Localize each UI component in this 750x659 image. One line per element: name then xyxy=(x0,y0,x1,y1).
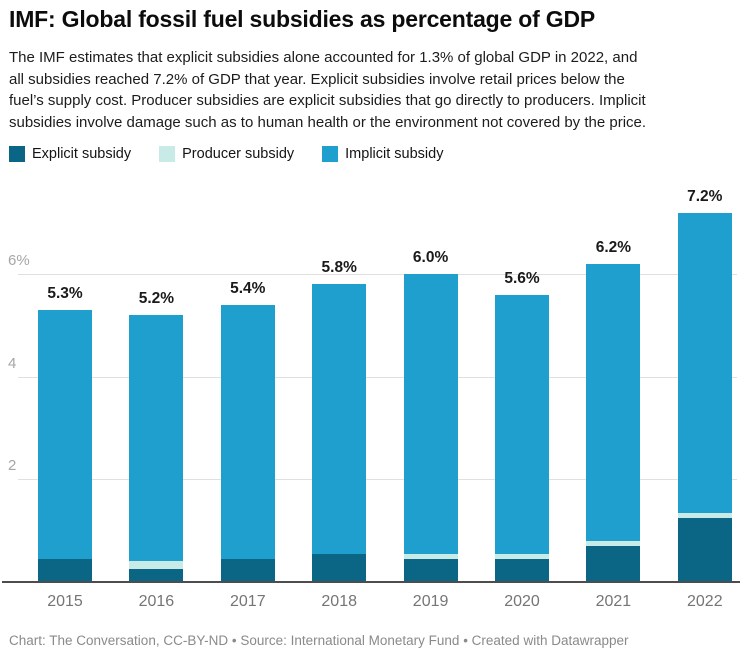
bar-value-label-2019: 6.0% xyxy=(412,249,449,267)
bar-value-label-2021: 6.2% xyxy=(595,238,632,256)
chart-area: 6% 4 2 5.3% 2015 5.2% 2016 5.4% 2017 5.8% 2018 6.0%… xyxy=(0,185,750,630)
bar-segment-implicit-subsidy-2018 xyxy=(312,284,367,554)
bar-value-label-2015: 5.3% xyxy=(47,285,83,303)
x-axis-label-2016: 2016 xyxy=(138,593,175,610)
y-gridline-2 xyxy=(18,479,737,481)
legend-swatch-explicit-subsidy xyxy=(9,146,25,162)
bar-segment-implicit-subsidy-2020 xyxy=(495,294,549,554)
bar-segment-explicit-subsidy-2022 xyxy=(677,517,732,582)
bar-value-label-2018: 5.8% xyxy=(321,259,357,277)
y-axis-tick-label-6: 6% xyxy=(8,252,30,270)
x-axis-line xyxy=(2,581,740,583)
bar-value-label-2022: 7.2% xyxy=(687,187,723,205)
bar-segment-implicit-subsidy-2016 xyxy=(129,315,184,562)
legend-item-producer-subsidy: Producer subsidy xyxy=(159,146,294,162)
x-axis-label-2021: 2021 xyxy=(595,593,632,610)
x-axis-label-2022: 2022 xyxy=(687,593,723,610)
bar-segment-explicit-subsidy-2017 xyxy=(220,558,275,582)
bar-segment-explicit-subsidy-2019 xyxy=(403,558,458,582)
bar-2019 xyxy=(403,274,458,582)
bar-2020 xyxy=(495,294,549,582)
bar-segment-producer-subsidy-2020 xyxy=(495,553,549,559)
bar-segment-producer-subsidy-2016 xyxy=(129,561,184,570)
y-axis-tick-label-4: 4 xyxy=(8,354,17,372)
bar-segment-explicit-subsidy-2016 xyxy=(129,569,184,582)
x-axis-label-2019: 2019 xyxy=(412,593,449,610)
bar-segment-implicit-subsidy-2017 xyxy=(220,304,275,559)
bar-value-label-2020: 5.6% xyxy=(504,269,540,287)
y-axis-tick-label-2: 2 xyxy=(8,457,17,475)
legend-label: Implicit subsidy xyxy=(345,146,444,162)
bar-2016 xyxy=(129,315,184,582)
bar-segment-explicit-subsidy-2021 xyxy=(586,546,641,582)
bar-value-label-2017: 5.4% xyxy=(230,279,266,297)
attribution-footer: Chart: The Conversation, CC-BY-ND • Sour… xyxy=(9,633,629,648)
bar-segment-explicit-subsidy-2015 xyxy=(38,558,92,582)
bar-2022 xyxy=(677,212,732,582)
bar-segment-implicit-subsidy-2022 xyxy=(677,212,732,513)
bar-2017 xyxy=(220,304,275,582)
bar-value-label-2016: 5.2% xyxy=(138,290,175,308)
bar-segment-implicit-subsidy-2021 xyxy=(586,263,641,541)
legend-item-implicit-subsidy: Implicit subsidy xyxy=(322,146,443,162)
x-axis-label-2020: 2020 xyxy=(504,593,540,610)
bar-segment-producer-subsidy-2019 xyxy=(403,553,458,559)
y-gridline-6 xyxy=(18,274,737,276)
bar-segment-implicit-subsidy-2015 xyxy=(38,310,92,559)
bar-segment-producer-subsidy-2022 xyxy=(677,512,732,518)
legend-label: Explicit subsidy xyxy=(32,146,132,162)
chart-description: The IMF estimates that explicit subsidie… xyxy=(9,49,647,131)
bar-segment-implicit-subsidy-2019 xyxy=(403,274,458,554)
y-gridline-4 xyxy=(18,376,737,378)
x-axis-label-2017: 2017 xyxy=(230,593,266,610)
bar-segment-explicit-subsidy-2018 xyxy=(312,553,367,582)
bar-2021 xyxy=(586,263,641,582)
legend-swatch-implicit-subsidy xyxy=(322,146,339,162)
bar-segment-producer-subsidy-2021 xyxy=(586,540,641,547)
legend: Explicit subsidy Producer subsidy Implicit… xyxy=(9,146,443,162)
legend-label: Producer subsidy xyxy=(182,146,295,162)
x-axis-label-2018: 2018 xyxy=(321,593,357,610)
bar-2015 xyxy=(38,310,92,582)
chart-title: IMF: Global fossil fuel subsidies as per… xyxy=(9,6,596,32)
legend-item-explicit-subsidy: Explicit subsidy xyxy=(9,146,131,162)
legend-swatch-producer-subsidy xyxy=(159,146,176,162)
bar-segment-explicit-subsidy-2020 xyxy=(495,558,549,582)
x-axis-label-2015: 2015 xyxy=(47,593,83,610)
bar-2018 xyxy=(312,284,367,582)
